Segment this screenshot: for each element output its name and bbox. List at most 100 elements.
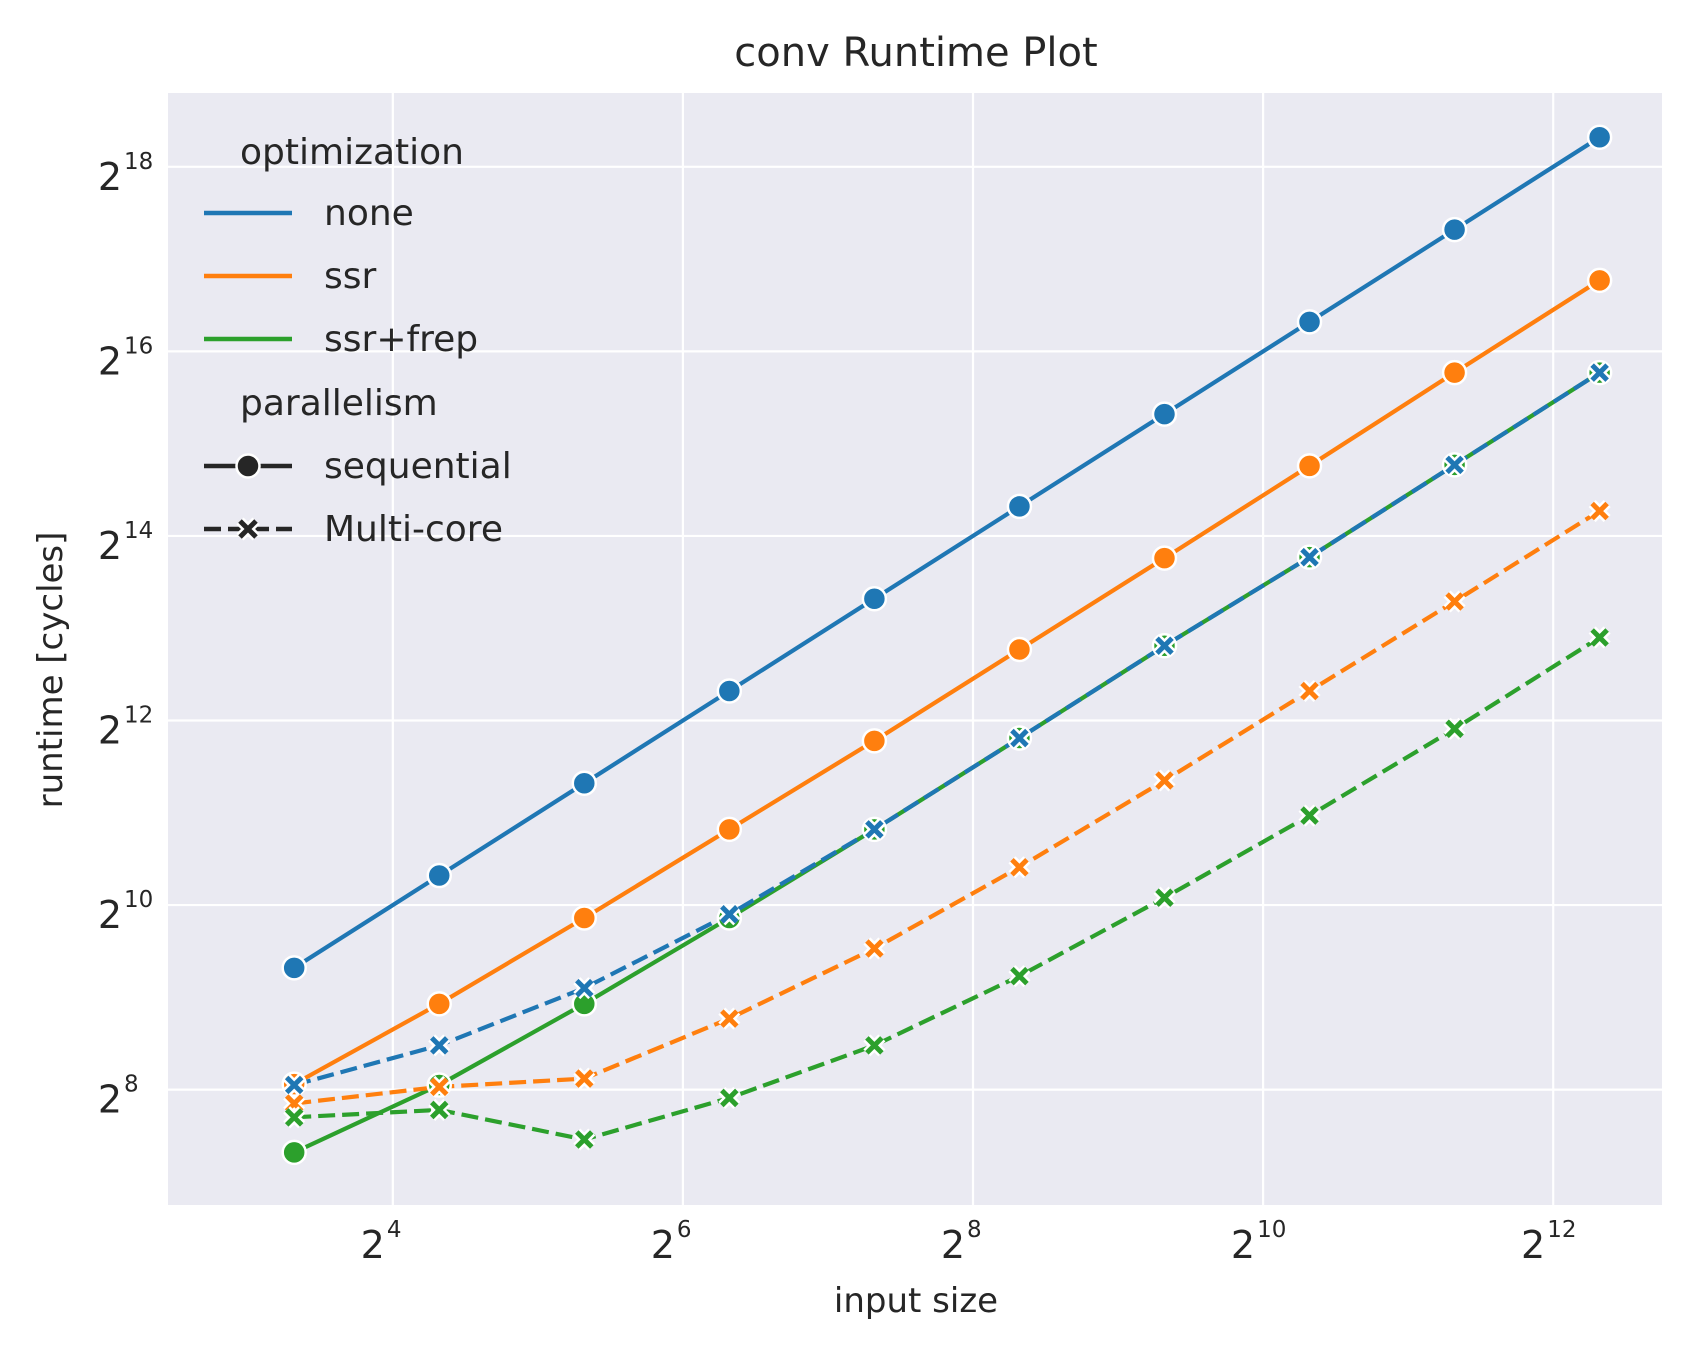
x-tick-base: 2	[361, 1223, 385, 1267]
data-point	[571, 770, 598, 797]
chart-title: conv Runtime Plot	[734, 30, 1097, 76]
data-point	[1443, 453, 1466, 476]
data-point	[861, 585, 888, 612]
y-tick-exponent: 16	[124, 333, 153, 359]
x-axis-ticks: 2 4 2 6 2 8 2 10 2 12	[361, 1217, 1577, 1267]
y-tick-base: 2	[98, 524, 122, 568]
data-point	[1298, 679, 1321, 703]
x-tick-base: 2	[941, 1223, 965, 1267]
legend-style-title: parallelism	[240, 383, 438, 424]
marker-stroke	[238, 519, 258, 539]
data-point	[1441, 216, 1468, 243]
data-point	[571, 991, 598, 1017]
data-point	[1588, 626, 1611, 649]
marker-stroke	[1445, 592, 1464, 611]
legend-entries: none ssr ssr+frep sequential Multi-core	[204, 193, 512, 550]
series-lines	[293, 135, 1601, 1155]
legend-marker-circle	[235, 453, 261, 479]
y-tick-base: 2	[98, 1078, 122, 1122]
marker-stroke	[865, 939, 884, 958]
data-point	[1153, 769, 1176, 792]
data-point	[716, 816, 743, 843]
plot-area	[168, 93, 1662, 1205]
data-point	[1008, 965, 1031, 988]
x-tick-base: 2	[651, 1223, 675, 1267]
marker-stroke	[429, 1077, 449, 1097]
marker-stroke	[1445, 719, 1464, 739]
data-point	[428, 1098, 451, 1121]
marker-stroke	[1590, 363, 1609, 382]
x-tick-base: 2	[1231, 1223, 1255, 1267]
marker-stroke	[1445, 455, 1464, 475]
data-point	[1443, 590, 1466, 613]
marker-stroke	[720, 1088, 739, 1108]
y-tick-base: 2	[98, 893, 122, 937]
y-tick-base: 2	[98, 339, 122, 383]
data-point	[281, 1139, 307, 1166]
data-point	[428, 1034, 451, 1057]
y-tick-exponent: 18	[124, 149, 153, 175]
data-point	[1588, 500, 1611, 523]
y-tick-base: 2	[98, 709, 122, 753]
data-point	[283, 1106, 306, 1129]
legend: optimization parallelism none ssr ssr+frep…	[204, 132, 512, 550]
data-point	[1588, 361, 1611, 384]
y-tick-exponent: 10	[124, 887, 153, 913]
x-tick-exponent: 12	[1547, 1217, 1576, 1243]
data-point	[573, 1128, 596, 1151]
marker-stroke	[1300, 547, 1319, 567]
data-point	[426, 862, 452, 889]
marker-stroke	[720, 905, 739, 924]
marker-stroke	[1155, 888, 1174, 907]
data-point	[1296, 453, 1323, 479]
data-point	[1008, 727, 1031, 750]
series-markers	[281, 124, 1613, 1166]
data-point	[1296, 309, 1323, 335]
marker-stroke	[1300, 681, 1319, 701]
legend-label: Multi-core	[324, 509, 503, 550]
marker-stroke	[575, 1130, 594, 1149]
data-point	[573, 977, 596, 1000]
x-tick-exponent: 4	[387, 1217, 402, 1243]
data-point	[861, 728, 888, 754]
data-point	[863, 1034, 886, 1057]
data-point	[718, 1086, 741, 1109]
marker-stroke	[865, 1036, 884, 1055]
data-point	[863, 937, 886, 960]
data-point	[1586, 267, 1613, 294]
legend-hue-title: optimization	[240, 132, 464, 173]
series-line	[293, 135, 1601, 970]
data-point	[1153, 634, 1176, 657]
data-point	[1443, 717, 1466, 740]
marker-stroke	[1590, 501, 1609, 521]
y-tick-exponent: 12	[124, 703, 153, 729]
data-point	[573, 1067, 596, 1090]
data-point	[1298, 546, 1321, 569]
data-point	[571, 905, 598, 931]
marker-stroke	[284, 1075, 304, 1095]
data-point	[1006, 493, 1033, 520]
marker-stroke	[1010, 857, 1029, 877]
marker-stroke	[1010, 966, 1029, 986]
data-point	[1153, 886, 1176, 909]
series-line	[293, 278, 1601, 1086]
data-point	[718, 1007, 741, 1030]
data-point	[428, 1075, 451, 1098]
data-point	[1441, 359, 1468, 386]
x-axis-label: input size	[834, 1281, 998, 1321]
data-point	[1586, 124, 1613, 151]
data-point	[1008, 856, 1031, 879]
marker-stroke	[1010, 728, 1029, 748]
marker-stroke	[575, 1069, 594, 1088]
marker-stroke	[429, 1100, 449, 1120]
y-axis-label: runtime [cycles]	[31, 532, 71, 809]
legend-label: ssr	[324, 256, 377, 297]
data-point	[718, 903, 741, 926]
marker-stroke	[575, 978, 594, 998]
y-tick-base: 2	[98, 155, 122, 199]
series-line	[293, 509, 1601, 1106]
marker-stroke	[1155, 771, 1174, 790]
x-tick-exponent: 6	[677, 1217, 692, 1243]
data-point	[283, 1073, 306, 1097]
